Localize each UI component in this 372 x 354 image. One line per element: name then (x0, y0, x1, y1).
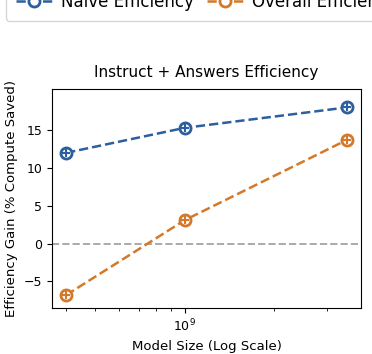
Line: Naive Efficiency: Naive Efficiency (61, 102, 352, 158)
Overall Efficiency (344, 138, 349, 142)
Naive Efficiency (344, 105, 349, 109)
Overall Efficiency (64, 293, 68, 297)
Legend: Naive Efficiency, Overall Efficiency: Naive Efficiency, Overall Efficiency (6, 0, 372, 21)
Y-axis label: Efficiency Gain (% Compute Saved): Efficiency Gain (% Compute Saved) (5, 80, 18, 317)
Title: Instruct + Answers Efficiency: Instruct + Answers Efficiency (94, 65, 319, 80)
X-axis label: Model Size (Log Scale): Model Size (Log Scale) (132, 340, 281, 353)
Naive Efficiency (182, 126, 187, 130)
Naive Efficiency (64, 151, 68, 155)
Overall Efficiency (182, 218, 187, 222)
Line: Overall Efficiency: Overall Efficiency (61, 135, 352, 301)
